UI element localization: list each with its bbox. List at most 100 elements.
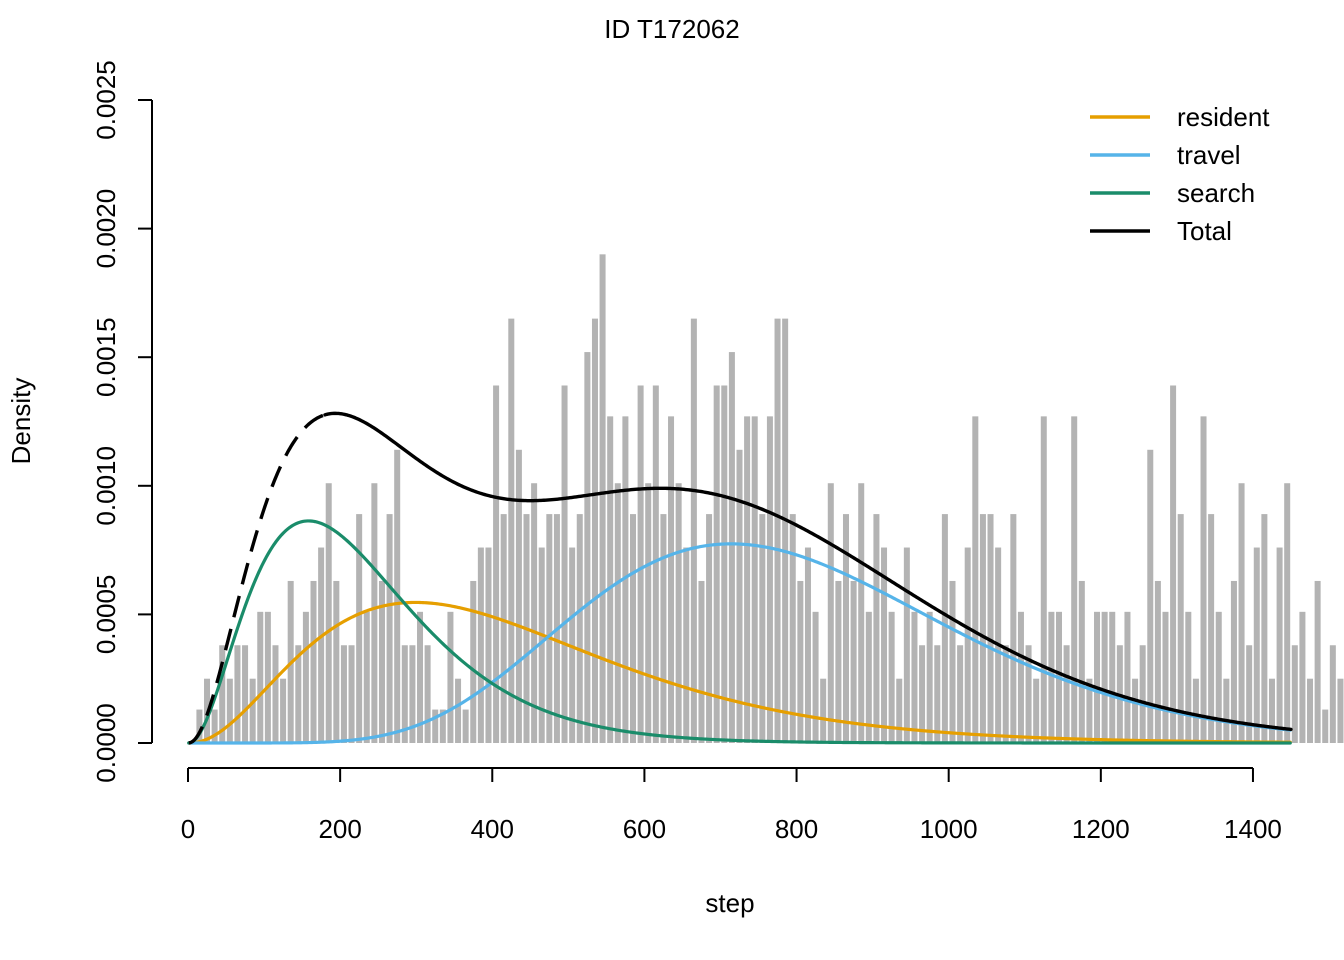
- histogram-bar: [759, 514, 766, 743]
- histogram-bar: [941, 514, 948, 743]
- histogram-bar: [957, 645, 964, 743]
- x-axis: 0 200 400 600 800 1000 1200 1400: [181, 767, 1282, 844]
- histogram-bar: [1078, 580, 1085, 743]
- histogram-bar: [1322, 709, 1329, 743]
- histogram-bar: [934, 645, 941, 743]
- histogram-bar: [1177, 514, 1184, 743]
- histogram-bar: [1154, 580, 1161, 743]
- histogram-bar: [888, 611, 895, 743]
- histogram-bar: [1170, 385, 1177, 743]
- histogram-bar: [333, 580, 340, 743]
- histogram-bar: [1230, 580, 1237, 743]
- histogram-bar: [1268, 678, 1275, 743]
- histogram-bar: [348, 645, 355, 743]
- y-axis: 0.0000 0.0005 0.0010 0.0015 0.0020 0.0025: [91, 60, 153, 783]
- histogram-bar: [1223, 678, 1230, 743]
- histogram-bar: [797, 580, 804, 743]
- histogram-bar: [911, 611, 918, 743]
- histogram-bar: [782, 318, 789, 743]
- histogram-bar: [1238, 483, 1245, 743]
- histogram-bar: [1215, 611, 1222, 743]
- histogram-bar: [356, 514, 363, 743]
- histogram-bar: [325, 483, 332, 743]
- histogram-bar: [531, 483, 538, 743]
- histogram-bar: [242, 645, 249, 743]
- histogram-bar: [386, 514, 393, 743]
- histogram-bar: [363, 611, 370, 743]
- histogram-bar: [1261, 514, 1268, 743]
- histogram-bar: [660, 514, 667, 743]
- histogram-bar: [1094, 611, 1101, 743]
- histogram-bar: [949, 580, 956, 743]
- histogram-bar: [470, 580, 477, 743]
- histogram-bar: [508, 318, 515, 743]
- histogram-bar: [1033, 678, 1040, 743]
- histogram-bars: [196, 254, 1344, 743]
- y-tick-label: 0.0000: [91, 703, 121, 783]
- histogram-bar: [591, 318, 598, 743]
- histogram-bar: [766, 416, 773, 743]
- histogram-bar: [675, 483, 682, 743]
- histogram-bar: [302, 611, 309, 743]
- histogram-bar: [1139, 645, 1146, 743]
- histogram-bar: [1017, 611, 1024, 743]
- curve-total: [323, 411, 1293, 732]
- histogram-bar: [812, 611, 819, 743]
- histogram-bar: [318, 547, 325, 743]
- histogram-bar: [751, 416, 758, 743]
- x-tick-label: 1000: [920, 814, 978, 844]
- histogram-bar: [272, 645, 279, 743]
- histogram-bar: [614, 483, 621, 743]
- histogram-bar: [515, 449, 522, 743]
- histogram-bar: [736, 449, 743, 743]
- histogram-bar: [417, 611, 424, 743]
- histogram-bar: [637, 385, 644, 743]
- histogram-bar: [211, 709, 218, 743]
- histogram-bar: [827, 483, 834, 743]
- histogram-bar: [378, 580, 385, 743]
- histogram-bar: [835, 580, 842, 743]
- histogram-bar: [455, 678, 462, 743]
- histogram-bar: [310, 580, 317, 743]
- histogram-bar: [546, 514, 553, 743]
- y-tick-label: 0.0015: [91, 317, 121, 397]
- histogram-bar: [820, 678, 827, 743]
- histogram-bar: [668, 416, 675, 743]
- histogram-bar: [1314, 580, 1321, 743]
- histogram-bar: [493, 385, 500, 743]
- density-curves: [187, 411, 1293, 745]
- histogram-bar: [972, 416, 979, 743]
- histogram-bar: [424, 645, 431, 743]
- histogram-bar: [721, 385, 728, 743]
- y-axis-label: Density: [6, 378, 36, 465]
- histogram-bar: [1063, 645, 1070, 743]
- legend-label: search: [1177, 178, 1255, 208]
- histogram-bar: [683, 547, 690, 743]
- legend-label: travel: [1177, 140, 1241, 170]
- histogram-bar: [645, 483, 652, 743]
- x-tick-label: 800: [775, 814, 818, 844]
- histogram-bar: [1246, 645, 1253, 743]
- legend-label: resident: [1177, 102, 1270, 132]
- histogram-bar: [1086, 678, 1093, 743]
- histogram-bar: [439, 709, 446, 743]
- histogram-bar: [698, 580, 705, 743]
- histogram-bar: [409, 645, 416, 743]
- histogram-bar: [340, 645, 347, 743]
- histogram-bar: [576, 514, 583, 743]
- histogram-bar: [858, 483, 865, 743]
- histogram-bar: [842, 514, 849, 743]
- histogram-bar: [1200, 416, 1207, 743]
- histogram-bar: [234, 645, 241, 743]
- histogram-bar: [1040, 416, 1047, 743]
- histogram-bar: [1002, 645, 1009, 743]
- chart-title: ID T172062: [604, 14, 739, 44]
- histogram-bar: [1291, 645, 1298, 743]
- histogram-bar: [1192, 678, 1199, 743]
- histogram-bar: [257, 611, 264, 743]
- curve-travel: [187, 542, 1292, 745]
- legend-label: Total: [1177, 216, 1232, 246]
- histogram-bar: [652, 385, 659, 743]
- histogram-bar: [713, 385, 720, 743]
